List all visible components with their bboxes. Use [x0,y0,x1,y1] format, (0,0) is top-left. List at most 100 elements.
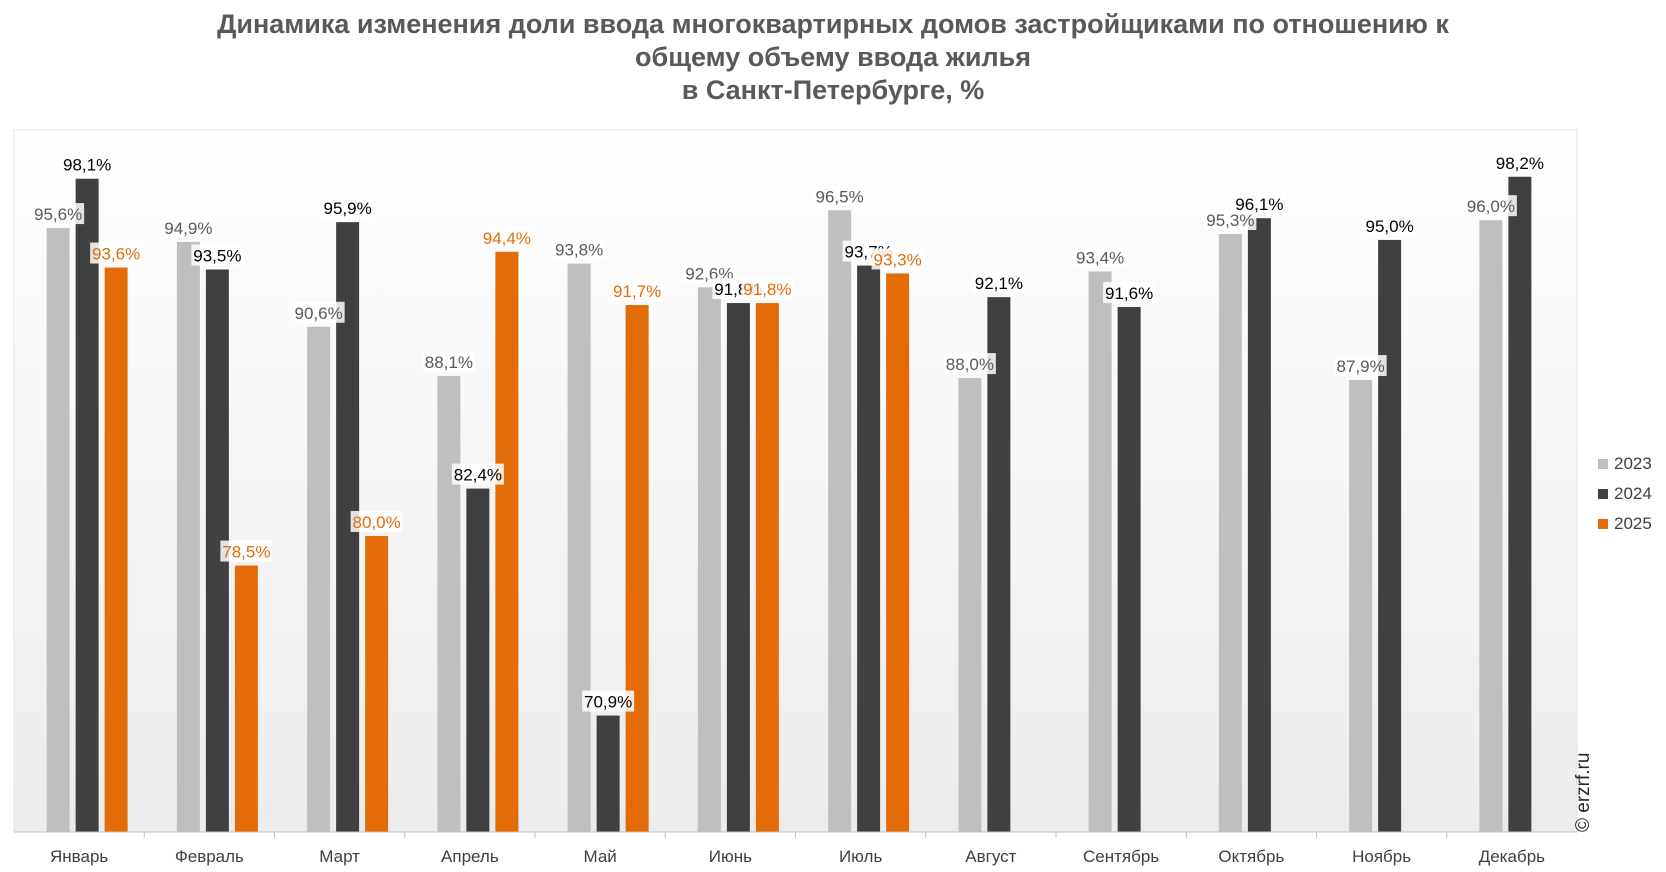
bar-2023 [1349,380,1373,832]
data-label-background [1334,355,1387,377]
bar-2025 [625,305,649,832]
chart-title-line-1: Динамика изменения доли ввода многокварт… [217,9,1449,39]
data-label-2025: 80,0% [353,513,401,532]
x-tick-label: Январь [50,847,108,866]
data-label-background [611,280,664,302]
chart-title: Динамика изменения доли ввода многокварт… [0,8,1666,107]
bar-2024 [1117,307,1141,832]
data-label-background [191,244,244,266]
data-label-2023: 93,8% [555,241,603,260]
data-label-2024: 91,6% [1105,284,1153,303]
data-label-background [321,197,374,219]
data-label-2023: 96,5% [816,187,864,206]
data-label-background [1233,193,1286,215]
data-label-2023: 94,9% [164,219,212,238]
bar-2023 [958,378,982,832]
plot-area [13,129,1578,833]
data-label-2024: 95,9% [324,199,372,218]
bar-2024 [205,269,229,833]
legend-item-2023: 2023 [1598,449,1652,479]
watermark: © erzrf.ru [1573,752,1594,832]
bar-2024 [1508,176,1532,833]
data-label-background [32,203,85,225]
data-label-2023: 88,0% [946,355,994,374]
data-label-background [1103,282,1156,304]
bar-2023 [1218,233,1242,832]
bar-2023 [46,228,70,832]
bar-2025 [886,273,910,832]
x-tick-label: Август [965,847,1016,866]
bar-2024 [466,488,490,832]
bar-2024 [336,222,360,833]
x-tick-label: Февраль [175,847,244,866]
legend-item-2024: 2024 [1598,479,1652,509]
data-label-2024: 93,5% [193,247,241,266]
data-label-background [350,510,403,532]
bar-2024 [1378,239,1402,832]
data-label-2025: 93,3% [874,250,922,269]
data-label-background [162,216,215,238]
x-tick-label: Март [319,847,360,866]
data-label-2024: 96,1% [1235,195,1283,214]
bar-2025 [365,535,389,832]
chart-title-line-2: общему объему ввода жилья [635,42,1031,72]
data-label-background [480,226,533,248]
x-tick-label: Сентябрь [1083,847,1159,866]
data-label-background [553,238,606,260]
data-label-background [220,540,273,562]
bar-2024 [726,303,750,832]
legend-item-2025: 2025 [1598,509,1652,539]
bar-2025 [755,303,779,832]
legend-label-2023: 2023 [1614,454,1652,473]
data-label-2023: 87,9% [1337,357,1385,376]
data-label-background [871,248,924,270]
data-label-2024: 92,1% [975,274,1023,293]
bar-2024 [596,715,620,832]
legend: 2023 2024 2025 [1598,449,1652,539]
data-label-2025: 94,4% [483,229,531,248]
data-label-background [1464,195,1517,217]
bar-2024 [857,265,881,832]
data-label-2024: 82,4% [454,466,502,485]
x-tick-label: Апрель [441,847,499,866]
legend-swatch-2025 [1598,519,1608,529]
data-label-2023: 95,6% [34,205,82,224]
data-label-background [813,185,866,207]
bar-2023 [176,241,200,832]
data-label-2023: 95,3% [1206,211,1254,230]
data-label-2025: 91,7% [613,282,661,301]
bar-2023 [437,376,461,832]
data-label-2025: 91,8% [743,280,791,299]
data-label-background [943,353,996,375]
data-label-2023: 96,0% [1467,197,1515,216]
data-label-background [741,278,794,300]
x-tick-label: Июнь [709,847,752,866]
x-tick-label: Ноябрь [1352,847,1411,866]
bar-2025 [234,565,258,832]
data-label-background [1074,246,1127,268]
data-label-background [582,690,635,712]
bar-2025 [104,267,128,833]
x-tick-label: Июль [839,847,883,866]
x-tick-label: Декабрь [1479,847,1545,866]
data-label-background [90,242,143,264]
data-label-background [292,301,345,323]
data-label-background [1363,214,1416,236]
bar-2024 [987,297,1011,832]
data-label-2024: 95,0% [1366,217,1414,236]
data-label-background [972,272,1025,294]
data-label-background [61,153,114,175]
data-label-2024: 98,1% [63,156,111,175]
bar-2023 [697,287,721,832]
data-label-background [1493,151,1546,173]
legend-label-2024: 2024 [1614,484,1652,503]
bar-2024 [75,178,99,832]
legend-swatch-2023 [1598,459,1608,469]
data-label-background [683,262,736,284]
bar-2023 [567,263,591,832]
data-label-2025: 78,5% [222,543,270,562]
data-label-2023: 88,1% [425,353,473,372]
legend-label-2025: 2025 [1614,514,1652,533]
data-label-background [422,351,475,373]
